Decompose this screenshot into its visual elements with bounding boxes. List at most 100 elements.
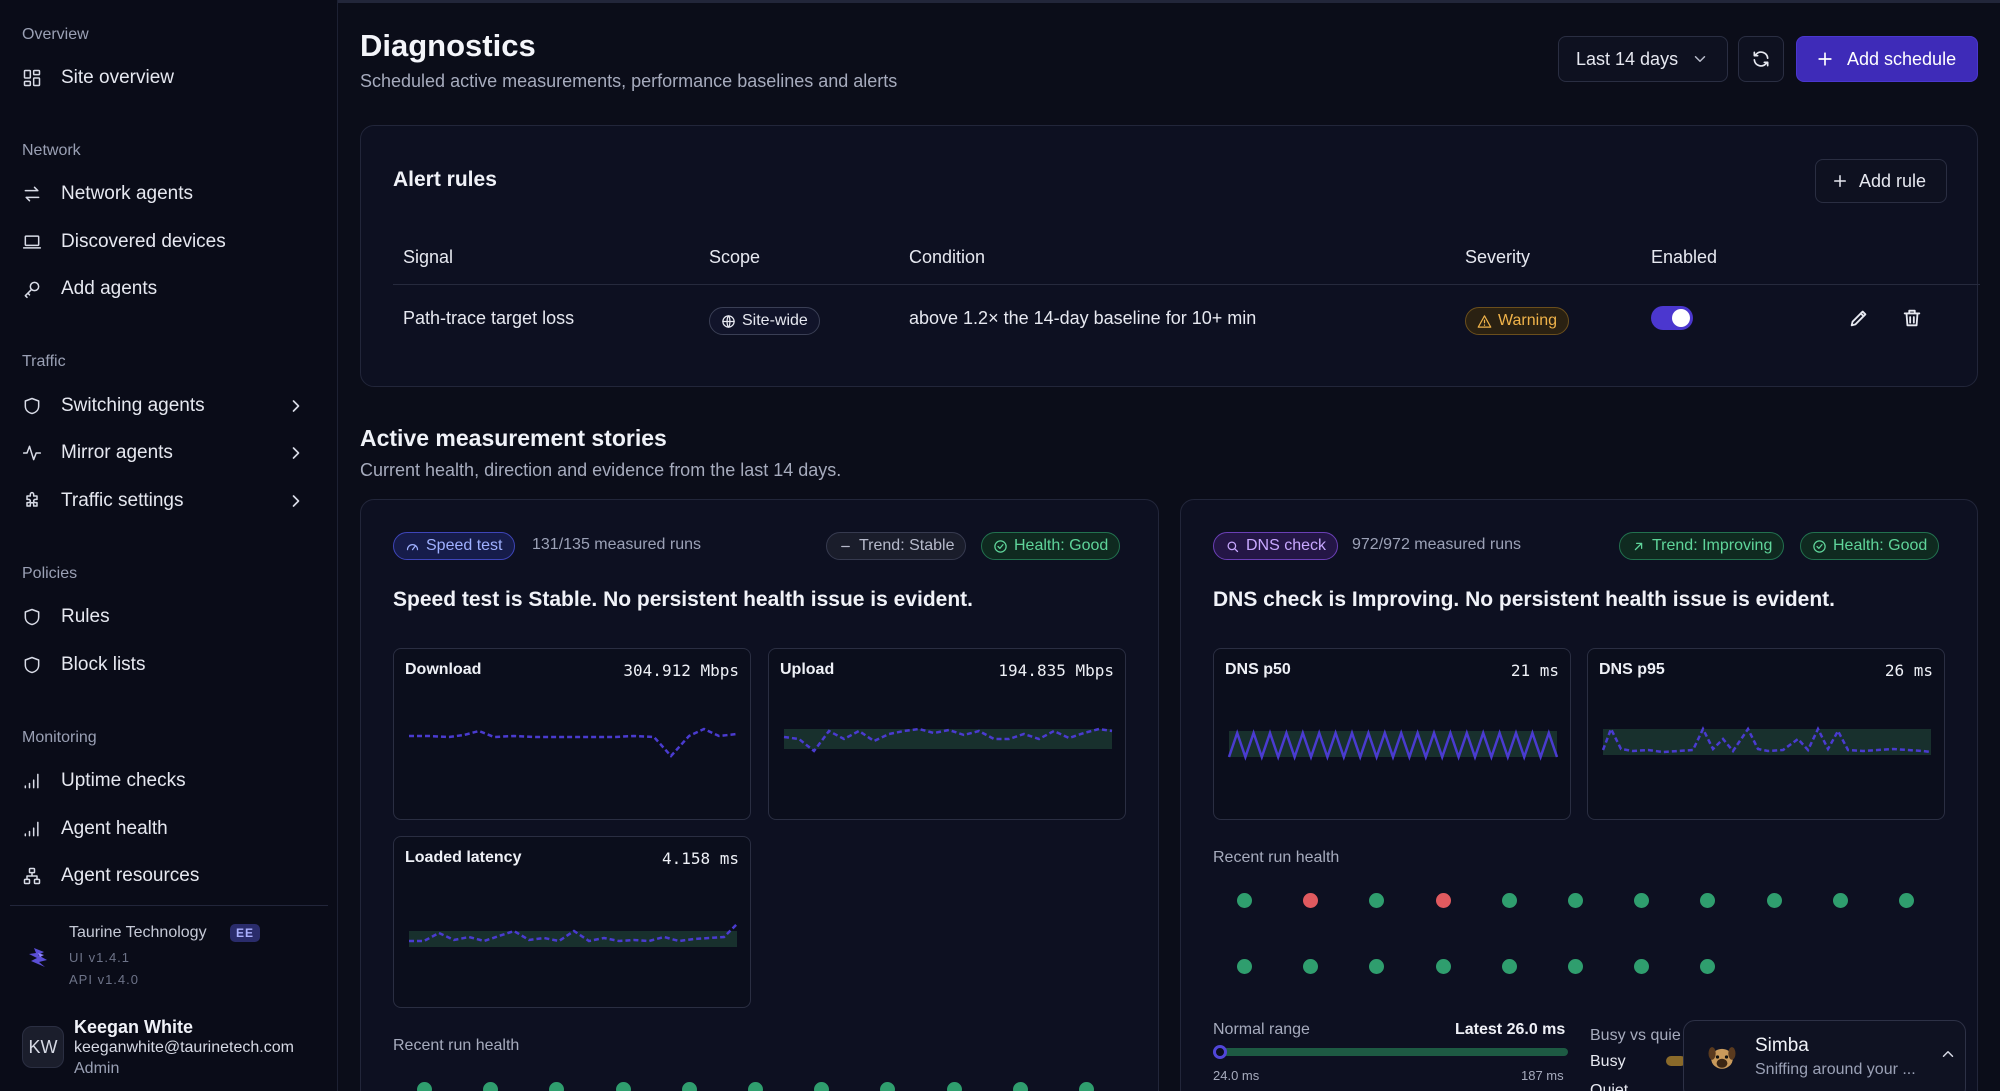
run-health-dot[interactable]: [1369, 893, 1385, 908]
run-health-dot[interactable]: [1700, 893, 1716, 908]
run-health-dot[interactable]: [1700, 959, 1716, 974]
sidebar-item-uptime-checks[interactable]: Uptime checks: [10, 761, 328, 801]
stories-title: Active measurement stories: [360, 425, 667, 451]
run-health-dot[interactable]: [1237, 893, 1252, 908]
metric-loaded-latency[interactable]: Loaded latency 4.158 ms: [393, 836, 751, 1008]
delete-rule-button[interactable]: [1901, 307, 1923, 334]
column-header-scope[interactable]: Scope: [709, 247, 761, 267]
sidebar-item-label: Agent health: [61, 818, 168, 839]
health-label: Health: Good: [1014, 537, 1109, 554]
run-health-dot[interactable]: [1832, 893, 1848, 908]
busy-bar: [1666, 1056, 1686, 1066]
column-header-signal[interactable]: Signal: [403, 247, 454, 267]
column-header-severity[interactable]: Severity: [1465, 247, 1531, 267]
run-health-dot[interactable]: [880, 1082, 896, 1091]
user-role: Admin: [74, 1060, 120, 1077]
sidebar-item-agent-resources[interactable]: Agent resources: [10, 856, 328, 896]
add-rule-button[interactable]: Add rule: [1815, 159, 1947, 203]
scope-badge: Site-wide: [709, 307, 820, 335]
severity-badge: Warning: [1465, 307, 1569, 335]
refresh-button[interactable]: [1738, 36, 1784, 82]
enabled-toggle[interactable]: [1651, 306, 1693, 330]
run-health-dot[interactable]: [946, 1082, 962, 1091]
sidebar-item-traffic-settings[interactable]: Traffic settings: [10, 481, 328, 521]
column-header-condition[interactable]: Condition: [909, 247, 986, 267]
sidebar-item-discovered-devices[interactable]: Discovered devices: [10, 222, 328, 262]
ui-version: UI v1.4.1: [69, 950, 131, 965]
date-range-select[interactable]: Last 14 days: [1558, 36, 1728, 82]
run-health-dot[interactable]: [615, 1082, 631, 1091]
refresh-icon: [1753, 51, 1769, 67]
add-schedule-button[interactable]: Add schedule: [1796, 36, 1978, 82]
alert-rules-card: Alert rules Add rule Signal Scope Condit…: [360, 125, 1980, 387]
run-health-dot[interactable]: [417, 1082, 432, 1091]
run-health-dot[interactable]: [814, 1082, 830, 1091]
run-health-dot[interactable]: [1899, 893, 1914, 908]
busy-label: Busy: [1590, 1053, 1626, 1070]
sidebar-item-mirror-agents[interactable]: Mirror agents: [10, 433, 328, 473]
chevron-up-icon[interactable]: [1939, 1045, 1957, 1063]
story-headline: DNS check is Improving. No persistent he…: [1213, 588, 1836, 611]
run-health-dot[interactable]: [1012, 1082, 1028, 1091]
metric-dns-p50[interactable]: DNS p50 21 ms: [1213, 648, 1571, 820]
run-health-dot[interactable]: [1435, 959, 1451, 974]
metric-upload[interactable]: Upload 194.835 Mbps: [768, 648, 1126, 820]
severity-label: Warning: [1498, 312, 1557, 329]
date-range-value: Last 14 days: [1576, 48, 1679, 69]
run-health-dot[interactable]: [1634, 959, 1650, 974]
run-health-dot[interactable]: [681, 1082, 697, 1091]
warning-icon: [1477, 314, 1492, 328]
check-circle-icon: [1813, 539, 1826, 553]
sidebar-item-rules[interactable]: Rules: [10, 597, 328, 637]
metric-label: DNS p95: [1599, 661, 1665, 678]
tag-label: DNS check: [1246, 537, 1327, 554]
run-health-dot[interactable]: [1501, 893, 1517, 908]
sidebar-item-add-agents[interactable]: Add agents: [10, 269, 328, 309]
sidebar-item-label: Network agents: [61, 183, 194, 204]
sidebar-item-label: Traffic settings: [61, 490, 184, 511]
run-health-dot[interactable]: [1568, 893, 1583, 908]
user-name: Keegan White: [74, 1017, 194, 1037]
metric-download[interactable]: Download 304.912 Mbps: [393, 648, 751, 820]
run-health-dot[interactable]: [1501, 959, 1517, 974]
run-health-dot[interactable]: [1303, 893, 1319, 908]
org-logo-icon: [29, 948, 47, 967]
run-health-dot[interactable]: [483, 1082, 499, 1091]
sidebar-item-network-agents[interactable]: Network agents: [10, 174, 328, 214]
run-health-dot[interactable]: [549, 1082, 565, 1091]
run-health-dot[interactable]: [1369, 959, 1385, 974]
shield-icon: [22, 655, 42, 675]
run-health-dot[interactable]: [1079, 1082, 1094, 1091]
org-name: Taurine Technology: [69, 924, 207, 941]
sidebar-item-label: Switching agents: [61, 395, 205, 416]
quiet-label: Quiet: [1590, 1082, 1629, 1091]
page-title: Diagnostics: [360, 28, 536, 63]
sidebar-item-switching-agents[interactable]: Switching agents: [10, 386, 328, 426]
metric-dns-p95[interactable]: DNS p95 26 ms: [1587, 648, 1945, 820]
sidebar-item-label: Rules: [61, 606, 110, 627]
scope-label: Site-wide: [742, 312, 808, 329]
edit-rule-button[interactable]: [1848, 307, 1870, 334]
dns-p50-sparkline: [1227, 729, 1559, 761]
sidebar-item-block-lists[interactable]: Block lists: [10, 645, 328, 685]
sidebar-item-site-overview[interactable]: Site overview: [10, 58, 328, 98]
chevron-right-icon: [286, 396, 306, 416]
run-health-dot[interactable]: [1303, 959, 1319, 974]
puzzle-icon: [22, 491, 42, 511]
run-health-dot[interactable]: [1766, 893, 1782, 908]
trend-badge: Trend: Improving: [1619, 532, 1785, 560]
pencil-icon: [1850, 310, 1867, 327]
run-health-dot[interactable]: [1237, 959, 1252, 974]
assistant-toast[interactable]: Simba Sniffing around your ...: [1683, 1020, 1966, 1091]
metric-value: 21 ms: [1510, 661, 1559, 680]
latest-marker: [1213, 1045, 1227, 1059]
run-health-dot[interactable]: [1568, 959, 1583, 974]
user-menu[interactable]: KW Keegan White keeganwhite@taurinetech.…: [22, 1017, 332, 1087]
run-health-dot[interactable]: [1435, 893, 1451, 908]
signal-icon: [22, 771, 42, 791]
run-health-dot[interactable]: [748, 1082, 763, 1091]
run-health-dot[interactable]: [1634, 893, 1650, 908]
column-header-enabled[interactable]: Enabled: [1651, 247, 1718, 267]
sidebar-item-agent-health[interactable]: Agent health: [10, 809, 328, 849]
arrows-icon: [22, 184, 42, 204]
